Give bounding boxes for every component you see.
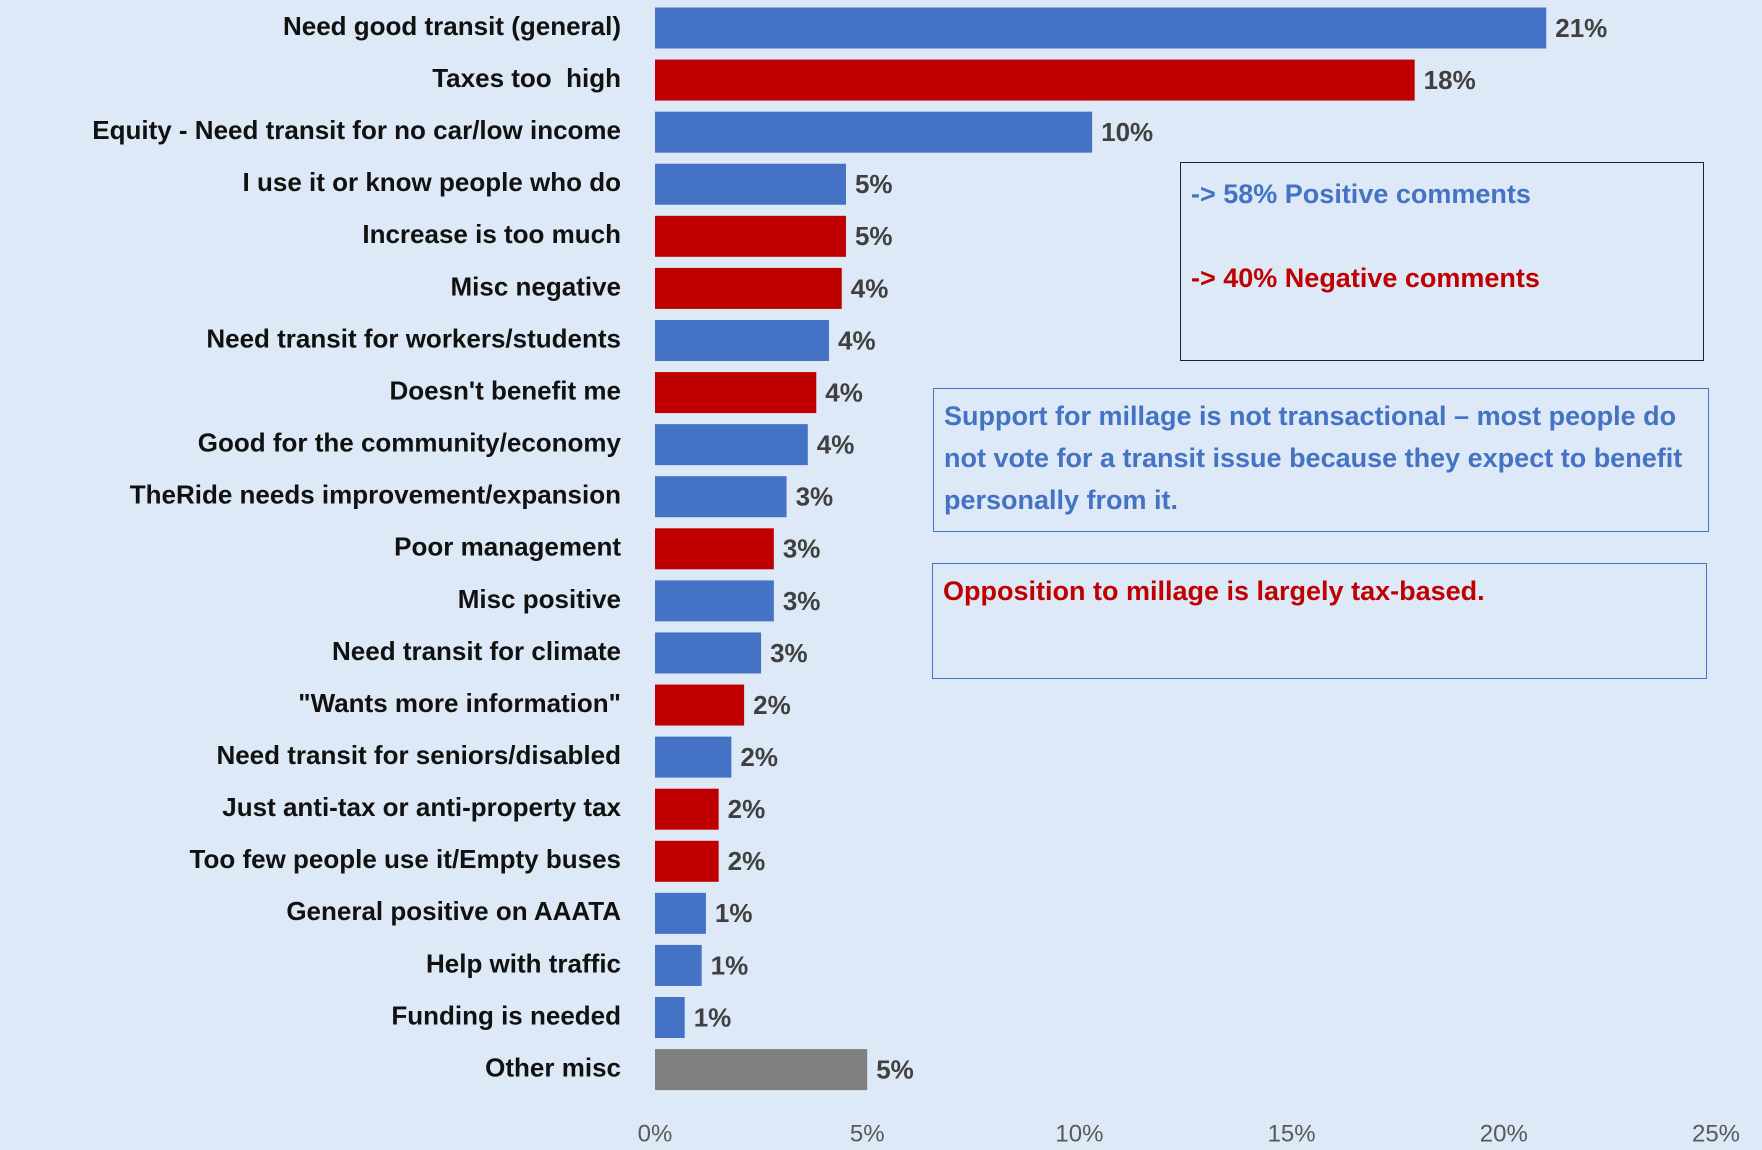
category-label: Poor management <box>394 532 621 562</box>
x-tick-label: 0% <box>638 1120 673 1147</box>
category-label: Need transit for seniors/disabled <box>216 740 621 770</box>
x-tick-label: 15% <box>1268 1120 1316 1147</box>
category-label: Funding is needed <box>391 1000 621 1030</box>
category-label: General positive on AAATA <box>286 896 621 926</box>
value-label: 5% <box>855 221 893 251</box>
bar <box>655 476 787 518</box>
category-label: Taxes too high <box>432 63 621 93</box>
value-label: 2% <box>740 742 778 772</box>
category-label: Doesn't benefit me <box>389 375 621 405</box>
category-label: I use it or know people who do <box>243 167 621 197</box>
annotation: -> 58% Positive comments <box>1191 179 1531 209</box>
category-label: Other misc <box>485 1052 621 1082</box>
value-label: 2% <box>728 846 766 876</box>
category-label: Help with traffic <box>426 948 621 978</box>
bar <box>655 163 846 205</box>
category-label: "Wants more information" <box>298 688 621 718</box>
value-label: 3% <box>783 534 821 564</box>
annotation: Opposition to millage is largely tax-bas… <box>932 563 1707 679</box>
bar <box>655 319 830 361</box>
bar <box>655 424 808 466</box>
category-label: Need good transit (general) <box>283 11 621 41</box>
value-label: 2% <box>728 794 766 824</box>
value-label: 4% <box>851 273 889 303</box>
value-label: 3% <box>796 482 834 512</box>
bar <box>655 111 1093 153</box>
value-label: 4% <box>838 325 876 355</box>
bar <box>655 372 817 414</box>
bar <box>655 788 719 830</box>
bar <box>655 7 1547 49</box>
bar <box>655 1049 868 1091</box>
bar <box>655 528 774 570</box>
bar <box>655 997 685 1039</box>
summary-box: -> 58% Positive comments -> 40% Negative… <box>1180 162 1704 361</box>
annotation: -> 40% Negative comments <box>1191 263 1540 293</box>
x-tick-label: 10% <box>1055 1120 1103 1147</box>
value-label: 2% <box>753 690 791 720</box>
category-label: Equity - Need transit for no car/low inc… <box>92 115 621 145</box>
bar <box>655 736 732 778</box>
category-label: Misc negative <box>450 271 621 301</box>
bar <box>655 267 842 309</box>
category-label: Too few people use it/Empty buses <box>190 844 621 874</box>
value-label: 21% <box>1555 13 1607 43</box>
value-label: 1% <box>711 950 749 980</box>
category-label: TheRide needs improvement/expansion <box>130 480 621 510</box>
value-label: 5% <box>855 169 893 199</box>
x-tick-label: 25% <box>1692 1120 1740 1147</box>
category-label: Need transit for climate <box>332 636 621 666</box>
category-label: Just anti-tax or anti-property tax <box>222 792 621 822</box>
bar <box>655 944 702 986</box>
category-label: Need transit for workers/students <box>206 323 621 353</box>
bar <box>655 632 762 674</box>
category-label: Increase is too much <box>362 219 621 249</box>
value-label: 5% <box>876 1054 914 1084</box>
value-label: 3% <box>783 586 821 616</box>
bar <box>655 215 846 257</box>
bar <box>655 684 745 726</box>
value-label: 10% <box>1101 117 1153 147</box>
value-label: 1% <box>715 898 753 928</box>
bar <box>655 840 719 882</box>
category-label: Good for the community/economy <box>198 428 622 458</box>
bar <box>655 580 774 622</box>
annotation: Support for millage is not transactional… <box>933 388 1709 532</box>
bar <box>655 59 1415 101</box>
value-label: 18% <box>1424 65 1476 95</box>
value-label: 1% <box>694 1002 732 1032</box>
x-tick-label: 20% <box>1480 1120 1528 1147</box>
x-tick-label: 5% <box>850 1120 885 1147</box>
value-label: 4% <box>825 377 863 407</box>
category-label: Misc positive <box>458 584 621 614</box>
value-label: 3% <box>770 638 808 668</box>
value-label: 4% <box>817 430 855 460</box>
bar <box>655 892 706 934</box>
